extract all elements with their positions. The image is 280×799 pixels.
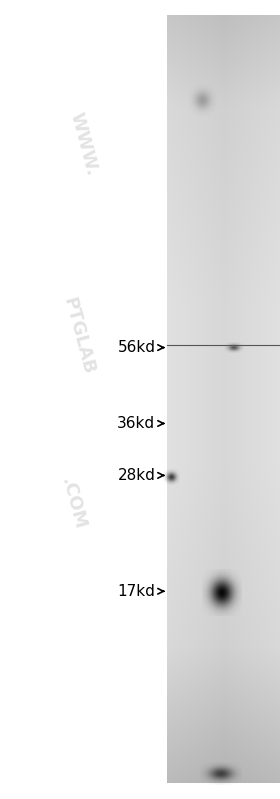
Text: .COM: .COM — [57, 475, 88, 531]
Text: PTGLAB: PTGLAB — [59, 295, 97, 376]
Text: WWW.: WWW. — [67, 110, 101, 177]
Text: 56kd: 56kd — [117, 340, 155, 355]
Text: 36kd: 36kd — [117, 416, 155, 431]
Text: 28kd: 28kd — [118, 468, 155, 483]
Text: 17kd: 17kd — [118, 584, 155, 598]
